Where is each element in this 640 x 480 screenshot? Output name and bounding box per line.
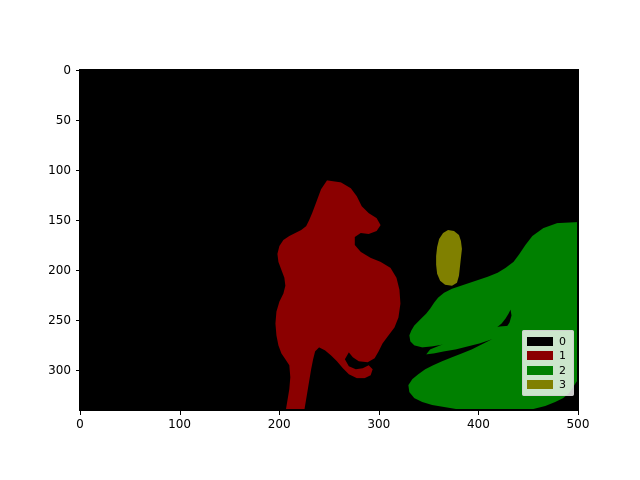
- x-tick-mark-5: [578, 411, 580, 415]
- x-tick-mark-2: [279, 411, 281, 415]
- y-tick-label-4: 200: [48, 263, 71, 277]
- legend-label-class-1: 1: [559, 349, 566, 363]
- legend-swatch-class-0: [527, 336, 553, 346]
- x-tick-label-3: 300: [367, 417, 391, 431]
- y-tick-mark-4: [75, 270, 79, 272]
- axes-plot-area: [80, 70, 578, 410]
- x-tick-mark-0: [80, 411, 82, 415]
- axis-spine-left: [79, 69, 81, 411]
- legend-label-class-0: 0: [559, 334, 566, 348]
- x-tick-label-4: 400: [466, 417, 490, 431]
- y-tick-mark-2: [75, 170, 79, 172]
- x-tick-mark-4: [478, 411, 480, 415]
- y-tick-mark-0: [75, 70, 79, 72]
- legend-item-2[interactable]: 2: [527, 363, 569, 377]
- legend-swatch-class-3: [527, 380, 553, 390]
- axis-spine-bottom: [79, 410, 579, 412]
- axis-spine-top: [79, 69, 579, 71]
- x-tick-label-1: 100: [168, 417, 192, 431]
- y-tick-label-2: 100: [48, 163, 71, 177]
- y-tick-label-1: 50: [55, 113, 71, 127]
- y-tick-mark-6: [75, 370, 79, 372]
- legend-swatch-class-2: [527, 365, 553, 375]
- segmentation-mask-image: [81, 71, 577, 409]
- y-tick-label-6: 300: [48, 363, 71, 377]
- legend-item-1[interactable]: 1: [527, 349, 569, 363]
- mask-region-class-3-object: [436, 230, 462, 286]
- y-tick-mark-1: [75, 120, 79, 122]
- x-tick-label-0: 0: [76, 417, 84, 431]
- legend-label-class-2: 2: [559, 363, 566, 377]
- axis-spine-right: [578, 69, 580, 411]
- y-tick-label-0: 0: [63, 63, 71, 77]
- mask-region-class-2-arm: [426, 325, 522, 355]
- legend-item-0[interactable]: 0: [527, 334, 569, 348]
- y-tick-label-5: 250: [48, 313, 71, 327]
- y-tick-mark-5: [75, 320, 79, 322]
- y-tick-label-3: 150: [48, 213, 71, 227]
- y-tick-mark-3: [75, 220, 79, 222]
- legend-item-3[interactable]: 3: [527, 378, 569, 392]
- legend-swatch-class-1: [527, 351, 553, 361]
- legend-label-class-3: 3: [559, 378, 566, 392]
- legend[interactable]: 0 1 2 3: [522, 330, 574, 396]
- x-tick-mark-1: [179, 411, 181, 415]
- x-tick-label-5: 500: [566, 417, 590, 431]
- x-tick-mark-3: [378, 411, 380, 415]
- mask-region-class-1: [275, 180, 401, 409]
- x-tick-label-2: 200: [267, 417, 291, 431]
